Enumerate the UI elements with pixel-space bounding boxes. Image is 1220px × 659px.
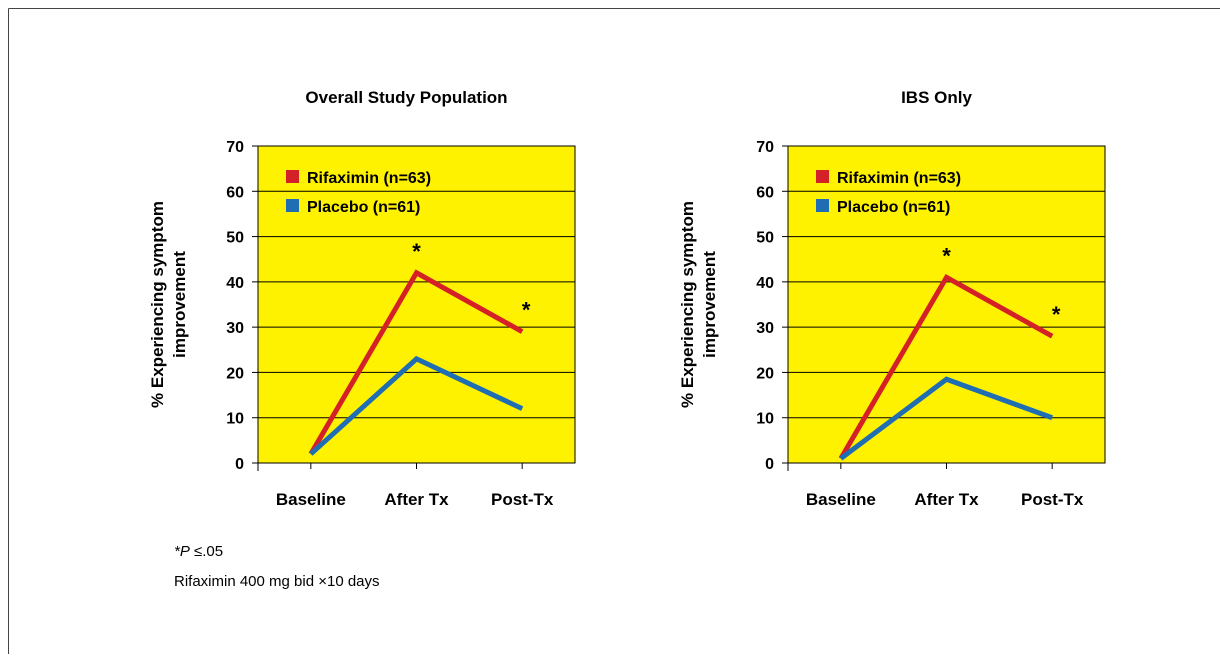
y-tick-label: 0	[765, 456, 774, 473]
legend-swatch	[286, 199, 299, 212]
legend-label: Rifaximin (n=63)	[837, 170, 961, 187]
chart-title: IBS Only	[901, 88, 972, 107]
y-tick-label: 30	[226, 320, 244, 337]
y-axis-label-line: % Experiencing symptom	[678, 201, 697, 408]
y-tick-label: 0	[235, 456, 244, 473]
significance-marker: *	[522, 298, 531, 323]
y-tick-label: 40	[226, 275, 244, 292]
y-tick-label: 10	[756, 411, 774, 428]
legend-label: Rifaximin (n=63)	[307, 170, 431, 187]
x-tick-label: Baseline	[276, 490, 346, 509]
plot-background	[787, 145, 1106, 464]
y-tick-label: 50	[756, 230, 774, 247]
series-line	[309, 355, 524, 456]
y-axis-label: % Experiencing symptom improvement	[678, 201, 719, 408]
legend-swatch	[816, 170, 829, 183]
y-axis-label: % Experiencing symptom improvement	[148, 201, 189, 408]
y-tick-label: 70	[756, 139, 774, 156]
y-tick-label: 70	[226, 139, 244, 156]
y-tick-label: 40	[756, 275, 774, 292]
legend-swatch	[816, 199, 829, 212]
x-tick-label: Post-Tx	[491, 490, 554, 509]
y-tick-label: 20	[756, 365, 774, 382]
footnote-dosing: Rifaximin 400 mg bid ×10 days	[174, 573, 380, 590]
significance-marker: *	[412, 239, 421, 264]
legend-swatch	[286, 170, 299, 183]
x-tick-label: After Tx	[914, 490, 979, 509]
y-tick-label: 60	[756, 184, 774, 201]
x-tick-label: Post-Tx	[1021, 490, 1084, 509]
series-line	[838, 273, 1054, 460]
x-tick-label: After Tx	[384, 490, 449, 509]
y-tick-label: 20	[226, 365, 244, 382]
y-axis-label-line: improvement	[700, 251, 719, 358]
footnote-text: ≤.05	[194, 543, 223, 560]
legend-label: Placebo (n=61)	[307, 199, 420, 216]
y-tick-label: 50	[226, 230, 244, 247]
x-tick-label: Baseline	[806, 490, 876, 509]
series-line	[308, 269, 524, 456]
chart-title: Overall Study Population	[305, 88, 507, 107]
legend-label: Placebo (n=61)	[837, 199, 950, 216]
footnote-significance: *P ≤.05	[174, 543, 223, 560]
footnote-italic: *P	[174, 543, 190, 560]
y-axis-label-line: % Experiencing symptom	[148, 201, 167, 408]
y-tick-label: 10	[226, 411, 244, 428]
significance-marker: *	[1052, 302, 1061, 327]
significance-marker: *	[942, 243, 951, 268]
y-tick-label: 30	[756, 320, 774, 337]
y-axis-label-line: improvement	[170, 251, 189, 358]
series-line	[839, 376, 1054, 461]
y-tick-label: 60	[226, 184, 244, 201]
